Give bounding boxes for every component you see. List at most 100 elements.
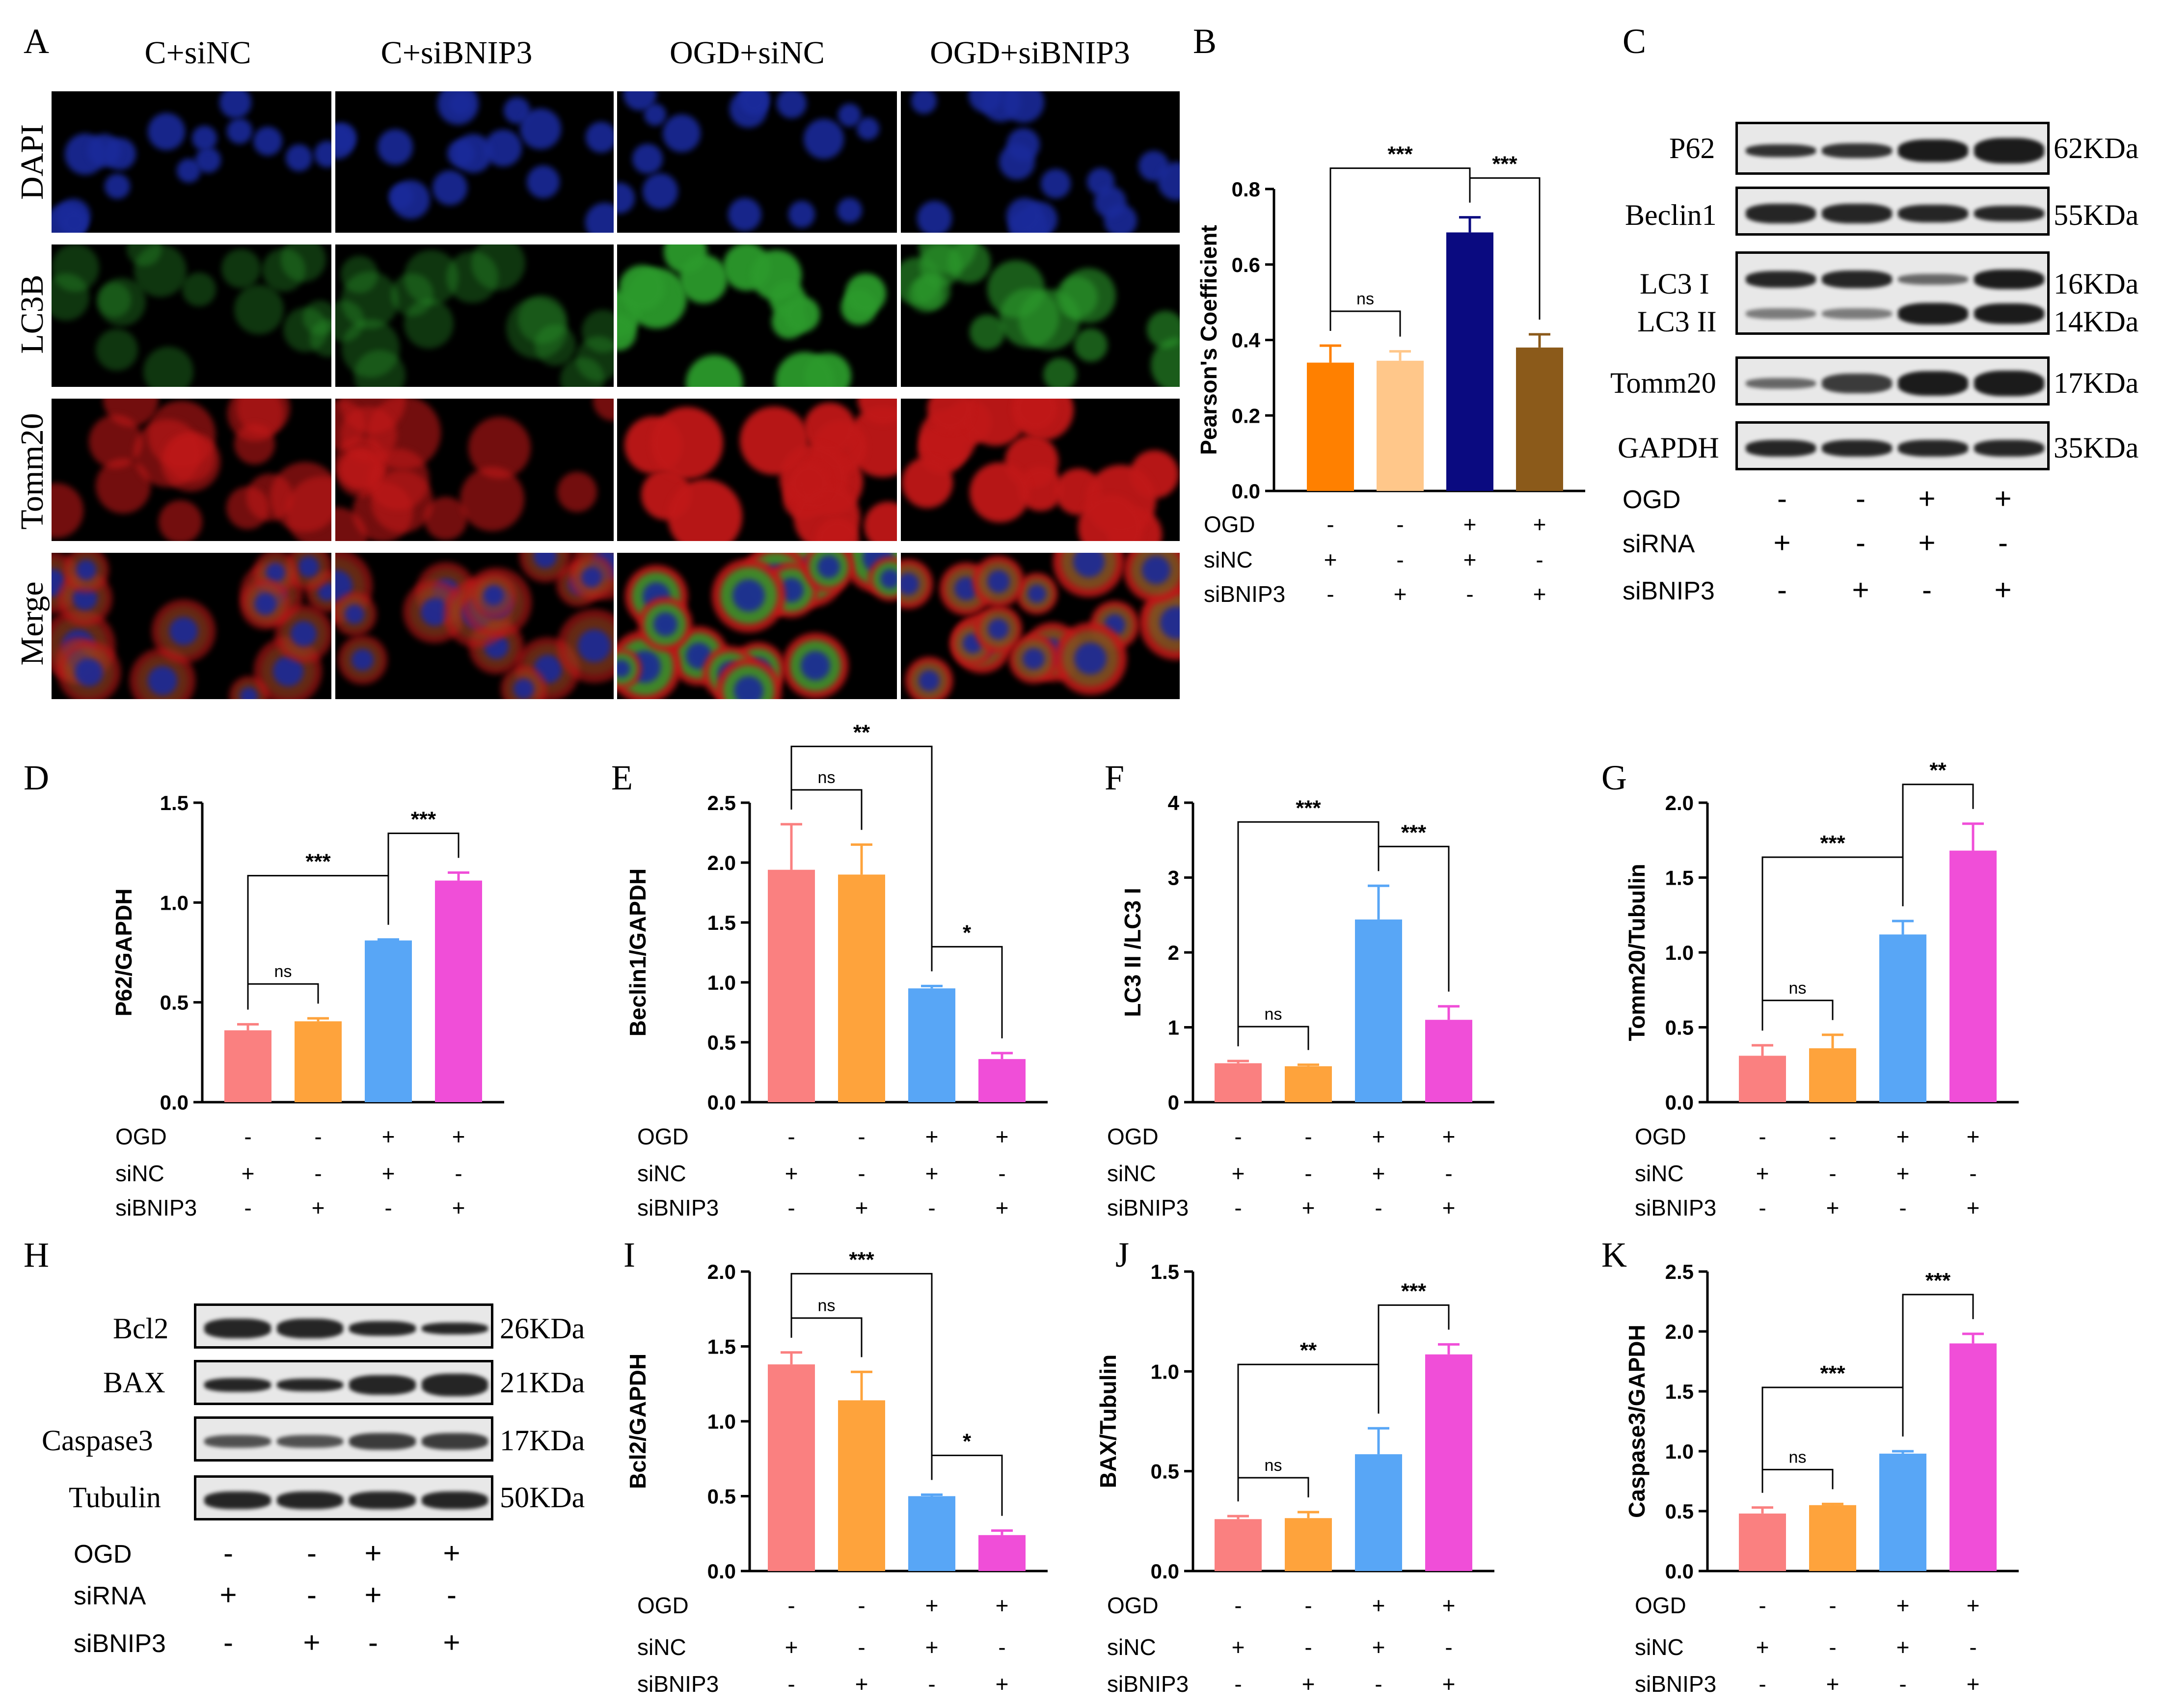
cell <box>75 658 103 687</box>
y-axis-label: Bcl2/GAPDH <box>625 1354 650 1489</box>
bar <box>1949 850 1997 1102</box>
cell <box>557 472 597 512</box>
y-tick-label: 1.0 <box>707 971 736 994</box>
condition-symbol: - <box>1759 1671 1766 1697</box>
bar <box>768 869 815 1102</box>
cell <box>266 563 285 582</box>
cell <box>650 407 724 480</box>
condition-label-sibnip3: siBNIP3 <box>637 1195 719 1220</box>
condition-symbol: - <box>1234 1195 1242 1220</box>
blot-label-tubulin: Tubulin <box>69 1481 161 1514</box>
blot-band <box>276 1435 343 1448</box>
bar <box>365 940 412 1102</box>
condition-label-sibnip3: siBNIP3 <box>1107 1671 1189 1697</box>
condition-symbol: + <box>312 1195 325 1220</box>
blot-kda-beclin1: 55KDa <box>2054 199 2139 231</box>
y-tick-label: 1.0 <box>707 1410 736 1433</box>
condition-symbol: - <box>1829 1124 1836 1149</box>
blot-band <box>349 1433 416 1450</box>
cell <box>341 271 399 329</box>
condition-symbol: - <box>928 1671 935 1697</box>
cell <box>1074 328 1108 362</box>
cell <box>576 336 614 381</box>
significance-label: ns <box>818 1297 836 1315</box>
blot-band <box>1974 206 2044 221</box>
blot-strip <box>194 1416 493 1462</box>
y-tick-label: 1.0 <box>1665 1440 1694 1463</box>
condition-symbol: + <box>1442 1593 1456 1618</box>
column-title-ogd-sinc: OGD+siNC <box>670 35 825 71</box>
blot-band <box>1974 303 2044 324</box>
condition-symbol: - <box>1777 573 1787 606</box>
blot-band <box>1898 303 1968 325</box>
cell <box>1074 642 1107 675</box>
blot-band <box>276 1319 343 1338</box>
y-tick-label: 2.5 <box>1665 1260 1694 1283</box>
cell <box>159 500 202 541</box>
condition-symbol: - <box>1304 1161 1312 1186</box>
blot-label-bax: BAX <box>103 1366 165 1399</box>
blot-band <box>1898 371 1968 396</box>
micro-tile-dapi-4 <box>901 91 1180 233</box>
condition-label-sinc: siNC <box>1107 1634 1156 1660</box>
bar <box>1446 232 1493 491</box>
condition-symbol: - <box>1396 512 1404 537</box>
condition-symbol: + <box>1896 1634 1910 1660</box>
condition-label-ogd: OGD <box>115 1124 167 1149</box>
y-axis-label: LC3 II /LC3 I <box>1120 888 1145 1017</box>
condition-label-sinc: siNC <box>115 1161 164 1186</box>
significance-bracket <box>1761 1000 1834 1031</box>
blot-label-caspase3: Caspase3 <box>42 1424 153 1457</box>
y-tick-label: 1.5 <box>160 791 189 814</box>
blot-label-tomm20: Tomm20 <box>1610 367 1716 399</box>
bar <box>908 988 955 1102</box>
cell <box>195 147 221 173</box>
chart-k: 0.0 0.5 1.0 1.5 2.0 2.5 Caspase3/GAPDH ns *** ***… <box>1624 1260 2019 1697</box>
column-title-c-sinc: C+siNC <box>144 35 251 71</box>
bar <box>1879 1453 1926 1571</box>
condition-label-sirna: siRNA <box>1623 530 1695 558</box>
y-tick-label: 0.0 <box>707 1091 736 1114</box>
condition-symbol: + <box>925 1634 939 1660</box>
condition-symbol: - <box>1759 1593 1766 1618</box>
cell <box>581 309 614 353</box>
y-tick-label: 1.5 <box>1665 867 1694 890</box>
cell <box>1003 91 1045 123</box>
blot-label-gapdh: GAPDH <box>1618 432 1719 464</box>
panel-label-h: H <box>24 1235 49 1274</box>
cell <box>901 572 920 595</box>
panel-label-k: K <box>1601 1235 1627 1274</box>
y-tick-label: 0.8 <box>1232 178 1260 201</box>
significance-bracket <box>1378 845 1450 992</box>
condition-symbol: + <box>1967 1195 1980 1220</box>
condition-symbol: - <box>1922 573 1932 606</box>
y-tick-label: 1.5 <box>1665 1380 1694 1403</box>
cell <box>1094 186 1126 218</box>
blot-label-beclin1: Beclin1 <box>1625 199 1717 231</box>
chart-d: 0.0 0.5 1.0 1.5 P62/GAPDH ns *** *** OGD - - + + siNC… <box>111 791 504 1220</box>
panel-label-f: F <box>1105 758 1125 797</box>
condition-symbol: - <box>307 1578 317 1611</box>
cell <box>391 273 433 316</box>
cell <box>1060 268 1116 323</box>
cell <box>999 143 1035 180</box>
condition-symbol: + <box>1918 526 1936 559</box>
condition-symbol: + <box>1918 482 1936 515</box>
condition-symbol: + <box>1372 1634 1385 1660</box>
bar <box>1809 1505 1856 1571</box>
condition-symbol: + <box>1442 1124 1456 1149</box>
condition-symbol: - <box>455 1161 462 1186</box>
condition-symbol: - <box>1856 482 1866 515</box>
cell <box>911 91 937 114</box>
significance-label: ** <box>1929 759 1947 783</box>
cell <box>527 165 560 198</box>
significance-bracket <box>1902 1294 1974 1437</box>
bar <box>1949 1343 1997 1571</box>
significance-label: ns <box>1789 1448 1807 1466</box>
condition-symbol: + <box>1756 1634 1769 1660</box>
condition-symbol: + <box>452 1124 465 1149</box>
blot-band <box>349 1375 416 1395</box>
condition-symbol: + <box>1967 1593 1980 1618</box>
cell <box>668 479 743 541</box>
